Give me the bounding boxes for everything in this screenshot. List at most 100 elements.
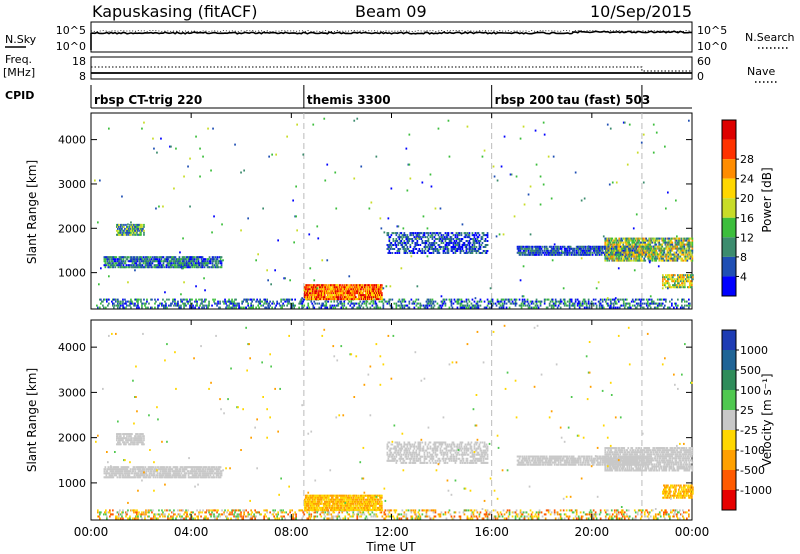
data-cell <box>578 247 581 250</box>
data-cell <box>648 239 651 242</box>
data-cell <box>479 246 482 248</box>
data-cell <box>318 288 321 291</box>
data-cell <box>544 251 547 254</box>
data-cell <box>656 306 659 309</box>
data-cell <box>682 253 685 256</box>
data-cell <box>667 259 670 262</box>
data-cell <box>376 284 378 287</box>
data-cell <box>618 251 621 254</box>
data-cell <box>421 236 424 239</box>
data-cell <box>111 300 113 303</box>
data-cell <box>665 255 668 258</box>
data-cell <box>606 237 609 240</box>
data-cell <box>433 242 436 244</box>
data-cell <box>216 258 219 261</box>
data-cell <box>672 278 674 281</box>
data-cell <box>210 169 212 172</box>
data-cell <box>171 511 173 514</box>
data-cell <box>289 511 291 514</box>
data-cell <box>682 259 685 262</box>
data-cell <box>401 238 404 240</box>
data-cell <box>636 239 639 242</box>
data-cell <box>448 240 451 242</box>
data-cell <box>274 306 276 309</box>
nave-label: Nave <box>747 65 775 78</box>
data-cell <box>595 251 598 254</box>
data-cell <box>585 304 588 307</box>
data-cell <box>433 304 436 307</box>
data-cell <box>639 302 642 305</box>
data-cell <box>427 250 430 252</box>
data-cell <box>118 517 120 520</box>
data-cell <box>305 298 308 301</box>
data-cell <box>353 513 356 516</box>
data-cell <box>145 264 148 267</box>
data-cell <box>667 306 669 309</box>
data-cell <box>526 298 529 301</box>
data-cell <box>550 304 553 307</box>
data-cell <box>459 250 462 252</box>
data-cell <box>562 245 565 248</box>
data-cell <box>115 298 117 301</box>
data-cell <box>303 289 306 292</box>
data-cell <box>398 298 401 301</box>
data-cell <box>523 203 526 206</box>
data-cell <box>159 302 161 305</box>
data-cell <box>407 248 410 250</box>
data-cell <box>189 266 192 269</box>
data-cell <box>664 278 666 281</box>
data-cell <box>238 306 240 309</box>
data-cell <box>159 256 162 259</box>
data-cell <box>132 517 134 520</box>
data-cell <box>160 264 163 267</box>
data-cell <box>444 238 447 240</box>
data-cell <box>276 517 278 520</box>
data-cell <box>615 181 618 184</box>
data-cell <box>106 517 108 520</box>
data-cell <box>484 238 487 240</box>
data-cell <box>410 238 413 240</box>
data-cell <box>459 304 462 307</box>
data-cell <box>668 278 670 281</box>
data-cell <box>601 251 604 254</box>
data-cell <box>309 517 312 520</box>
data-cell <box>678 280 680 283</box>
data-cell <box>161 509 163 512</box>
data-cell <box>450 242 453 244</box>
data-cell <box>449 300 452 303</box>
data-cell <box>686 243 689 246</box>
power-colorbar-label: Power [dB] <box>760 167 774 232</box>
data-cell <box>684 253 687 256</box>
data-cell <box>442 242 445 244</box>
data-cell <box>233 300 235 303</box>
data-cell <box>198 298 200 301</box>
data-cell <box>198 511 200 514</box>
data-cell <box>671 274 673 277</box>
data-cell <box>381 298 383 301</box>
data-cell <box>183 258 186 261</box>
data-cell <box>184 304 186 307</box>
data-cell <box>626 249 629 252</box>
data-cell <box>464 234 467 237</box>
data-cell <box>187 262 190 265</box>
data-cell <box>609 306 612 309</box>
data-cell <box>677 253 680 256</box>
data-cell <box>178 258 181 261</box>
data-cell <box>99 513 101 516</box>
data-cell <box>302 515 305 518</box>
data-cell <box>137 298 139 301</box>
data-cell <box>225 515 227 518</box>
data-cell <box>372 296 374 299</box>
data-cell <box>314 515 317 518</box>
data-cell <box>122 258 125 261</box>
data-cell <box>316 292 319 295</box>
data-cell <box>502 304 505 307</box>
data-cell <box>552 245 555 248</box>
data-cell <box>612 304 615 307</box>
data-cell <box>121 511 123 514</box>
data-cell <box>401 298 404 301</box>
data-cell <box>454 252 457 254</box>
data-cell <box>478 244 481 246</box>
data-cell <box>351 296 354 299</box>
data-cell <box>586 251 589 254</box>
